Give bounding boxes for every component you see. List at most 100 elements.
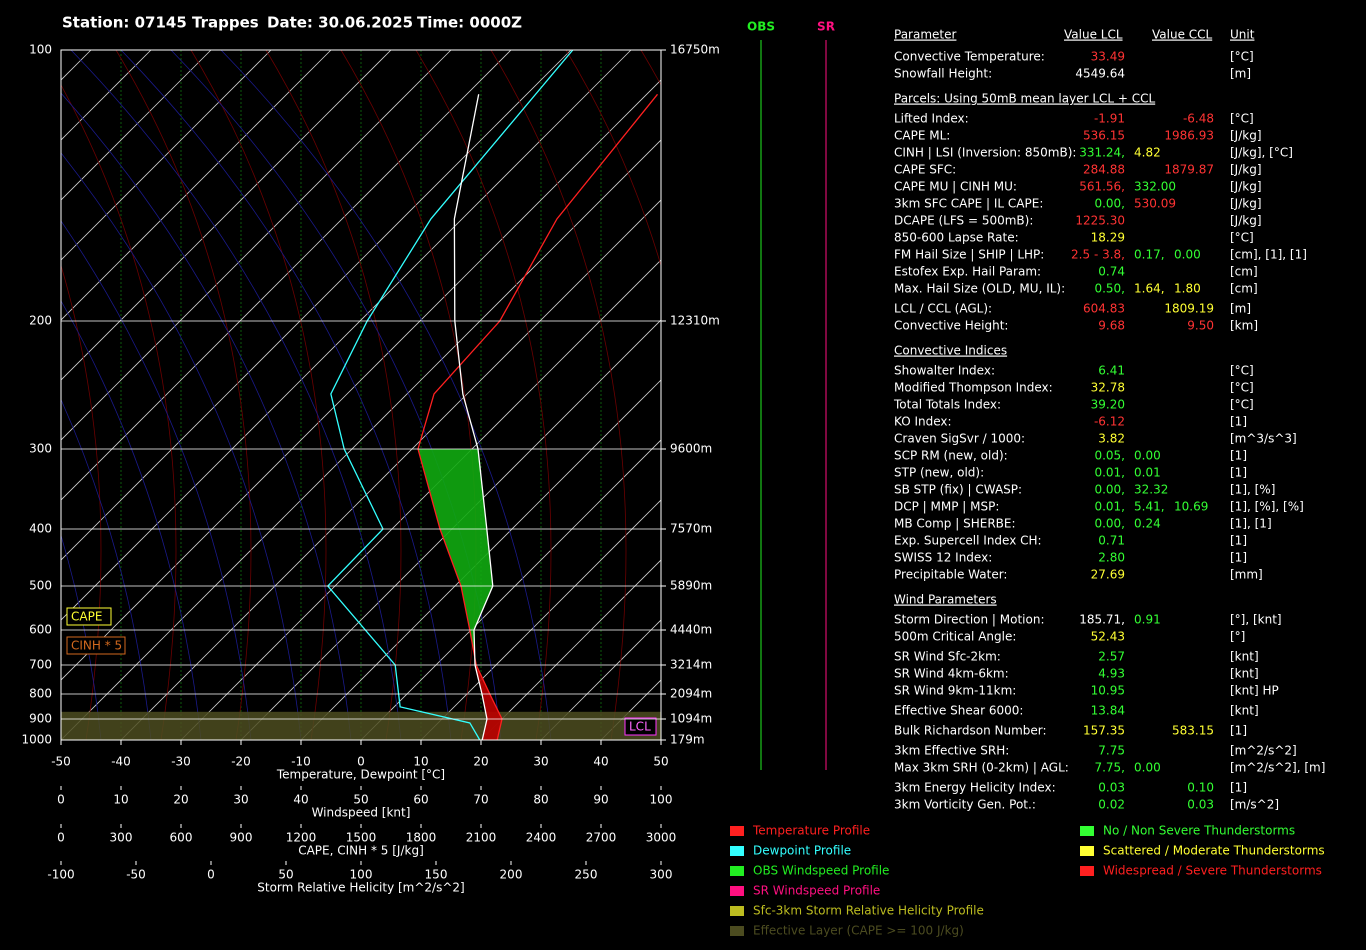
date: Date: 30.06.2025	[267, 14, 413, 32]
value-lcl: 0.00,	[1094, 517, 1125, 531]
unit: [°], [knt]	[1230, 613, 1282, 627]
cinh-area	[482, 719, 502, 740]
value-lcl: 0.00,	[1094, 483, 1125, 497]
legend-label: SR Windspeed Profile	[753, 884, 880, 898]
value-lcl: 13.84	[1091, 704, 1125, 718]
threat-label: Scattered / Moderate Thunderstorms	[1103, 844, 1325, 858]
extra-tick-label: 10	[113, 793, 128, 807]
unit: [1]	[1230, 551, 1247, 565]
value-lcl: 0.91	[1134, 613, 1161, 627]
isotherm	[61, 50, 332, 321]
extra-tick-label: 1800	[406, 831, 437, 845]
value-lcl: 1.80	[1174, 282, 1201, 296]
param-label: SB STP (fix) | CWASP:	[894, 483, 1022, 497]
x-tick-label: -50	[51, 755, 71, 769]
extra-tick-label: 0	[57, 793, 65, 807]
unit: [cm], [1], [1]	[1230, 248, 1307, 262]
value-lcl: 0.71	[1098, 534, 1125, 548]
x-tick-label: -20	[231, 755, 251, 769]
cape-area	[418, 449, 487, 529]
value-lcl: 0.05,	[1094, 449, 1125, 463]
y-tick-label: 300	[29, 442, 52, 456]
isotherm	[61, 50, 392, 381]
value-lcl: 18.29	[1091, 231, 1125, 245]
unit: [cm]	[1230, 265, 1258, 279]
sr-label: SR	[817, 20, 835, 34]
extra-tick-label: 1500	[346, 831, 377, 845]
threat-swatch	[1080, 866, 1094, 876]
unit: [m^2/s^2], [m]	[1230, 761, 1325, 775]
dry-adiabat	[190, 50, 327, 740]
param-label: KO Index:	[894, 415, 952, 429]
value-lcl: 33.49	[1091, 50, 1125, 64]
value-lcl: 3.82	[1098, 432, 1125, 446]
section-heading: Wind Parameters	[894, 593, 997, 607]
value-lcl: 4549.64	[1075, 67, 1125, 81]
extra-tick-label: 150	[425, 868, 448, 882]
param-label: Estofex Exp. Hail Param:	[894, 265, 1041, 279]
value-lcl: 6.41	[1098, 364, 1125, 378]
param-label: Effective Shear 6000:	[894, 704, 1023, 718]
cinh-box	[66, 636, 126, 655]
profile-line	[453, 94, 494, 740]
unit: [knt]	[1230, 704, 1259, 718]
extra-tick-label: -100	[47, 868, 74, 882]
param-label: SR Wind Sfc-2km:	[894, 650, 1001, 664]
extra-tick-label: 200	[500, 868, 523, 882]
param-label: CAPE MU | CINH MU:	[894, 180, 1017, 194]
extra-tick-label: 100	[650, 793, 673, 807]
param-label: FM Hail Size | SHIP | LHP:	[894, 248, 1044, 262]
isotherm	[61, 50, 512, 501]
dry-adiabat	[716, 50, 851, 740]
value-lcl: 0.00,	[1094, 197, 1125, 211]
unit: [mm]	[1230, 568, 1263, 582]
value-lcl: 1225.30	[1075, 214, 1125, 228]
extra-tick-label: 2400	[526, 831, 557, 845]
unit: [°]	[1230, 630, 1245, 644]
isotherm	[420, 499, 661, 740]
legend-swatch	[730, 846, 744, 856]
value-ccl: -6.48	[1183, 112, 1214, 126]
obs-label: OBS	[747, 20, 775, 34]
param-label: SWISS 12 Index:	[894, 551, 992, 565]
unit: [1]	[1230, 415, 1247, 429]
value-lcl: 0.24	[1134, 517, 1161, 531]
moist-adiabat	[61, 152, 302, 740]
y-tick-label: 600	[29, 623, 52, 637]
legend-swatch	[730, 926, 744, 936]
extra-tick-label: 50	[278, 868, 293, 882]
unit: [m]	[1230, 67, 1251, 81]
unit: [°C]	[1230, 381, 1254, 395]
section-heading: Parcels: Using 50mB mean layer LCL + CCL	[894, 92, 1156, 106]
value-lcl: 2.57	[1098, 650, 1125, 664]
value-lcl: 0.74	[1098, 265, 1125, 279]
unit: [1]	[1230, 534, 1247, 548]
y-tick-label: 500	[29, 579, 52, 593]
unit: [1], [%], [%]	[1230, 500, 1304, 514]
table-header: Parameter	[894, 28, 956, 42]
value-ccl: 0.10	[1187, 781, 1214, 795]
param-label: SR Wind 4km-6km:	[894, 667, 1009, 681]
value-lcl: 561.56,	[1079, 180, 1125, 194]
extra-tick-label: 0	[207, 868, 215, 882]
value-lcl: 7.75,	[1094, 761, 1125, 775]
isotherm	[0, 50, 31, 740]
extra-tick-label: 90	[593, 793, 608, 807]
extra-tick-label: 300	[110, 831, 133, 845]
unit: [km]	[1230, 319, 1258, 333]
value-lcl: 157.35	[1083, 724, 1125, 738]
value-lcl: 39.20	[1091, 398, 1125, 412]
param-label: CAPE ML:	[894, 129, 950, 143]
legend-label: Temperature Profile	[752, 824, 870, 838]
cape-box	[66, 607, 112, 626]
height-label: 9600m	[670, 442, 712, 456]
height-label: 12310m	[670, 314, 720, 328]
isotherm	[61, 50, 272, 261]
unit: [°C]	[1230, 398, 1254, 412]
extra-tick-label: 80	[533, 793, 548, 807]
param-label: 850-600 Lapse Rate:	[894, 231, 1019, 245]
plot-area	[0, 50, 851, 740]
value-lcl: 27.69	[1091, 568, 1125, 582]
extra-tick-label: 900	[230, 831, 253, 845]
legend-swatch	[730, 886, 744, 896]
